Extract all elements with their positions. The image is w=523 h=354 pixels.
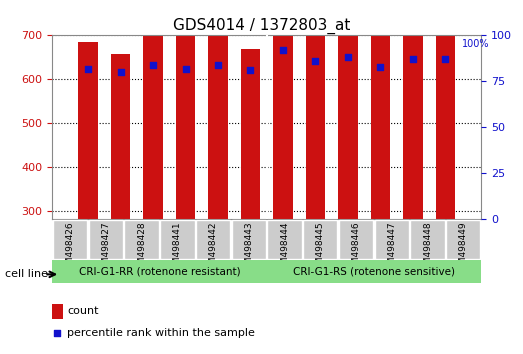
Point (441, 57, 450, 62)
Text: cell line: cell line (5, 269, 48, 279)
Text: GSM498447: GSM498447 (388, 222, 396, 276)
Bar (403, 0, 423, 219)
Bar (52, 304, 63, 319)
FancyBboxPatch shape (339, 220, 373, 259)
Text: GSM498442: GSM498442 (209, 222, 218, 276)
FancyBboxPatch shape (53, 220, 87, 259)
Point (279, 47, 287, 53)
FancyBboxPatch shape (232, 220, 266, 259)
Point (246, 68, 255, 73)
Bar (208, 15, 228, 219)
Point (53, 331, 62, 336)
Point (181, 66, 190, 72)
Text: GSM498441: GSM498441 (173, 222, 182, 276)
Point (344, 55, 352, 60)
Point (376, 64, 384, 69)
Text: GDS4014 / 1372803_at: GDS4014 / 1372803_at (173, 18, 350, 34)
Point (149, 62, 157, 68)
Bar (273, 0, 293, 219)
Bar (111, 54, 130, 219)
FancyBboxPatch shape (374, 220, 409, 259)
Text: GSM498427: GSM498427 (101, 222, 110, 276)
Bar (371, 24, 390, 219)
FancyBboxPatch shape (196, 220, 230, 259)
Text: CRI-G1-RS (rotenone sensitive): CRI-G1-RS (rotenone sensitive) (293, 267, 455, 277)
Text: GSM498444: GSM498444 (280, 222, 289, 276)
FancyBboxPatch shape (446, 220, 481, 259)
Text: count: count (67, 306, 99, 316)
Text: GSM498449: GSM498449 (459, 222, 468, 276)
FancyBboxPatch shape (160, 220, 195, 259)
Point (214, 62, 222, 68)
Text: CRI-G1-RR (rotenone resistant): CRI-G1-RR (rotenone resistant) (78, 267, 241, 277)
Point (84, 66, 92, 72)
FancyBboxPatch shape (303, 220, 337, 259)
Text: GSM498446: GSM498446 (351, 222, 360, 276)
Bar (338, 0, 358, 219)
Text: GSM498445: GSM498445 (316, 222, 325, 276)
Bar (176, 35, 195, 219)
Text: GSM498426: GSM498426 (66, 222, 75, 276)
Bar (78, 42, 98, 219)
FancyBboxPatch shape (267, 220, 302, 259)
Text: percentile rank within the sample: percentile rank within the sample (67, 329, 255, 338)
FancyBboxPatch shape (411, 220, 445, 259)
Point (409, 57, 417, 62)
Point (116, 69, 124, 75)
FancyBboxPatch shape (52, 260, 481, 283)
Text: GSM498448: GSM498448 (423, 222, 432, 276)
Bar (436, 0, 455, 219)
Point (311, 58, 320, 64)
Text: GSM498428: GSM498428 (137, 222, 146, 276)
Bar (306, 0, 325, 219)
Text: 100%: 100% (461, 39, 489, 49)
Bar (241, 48, 260, 219)
Bar (143, 31, 163, 219)
Text: GSM498443: GSM498443 (244, 222, 253, 276)
FancyBboxPatch shape (124, 220, 159, 259)
FancyBboxPatch shape (89, 220, 123, 259)
